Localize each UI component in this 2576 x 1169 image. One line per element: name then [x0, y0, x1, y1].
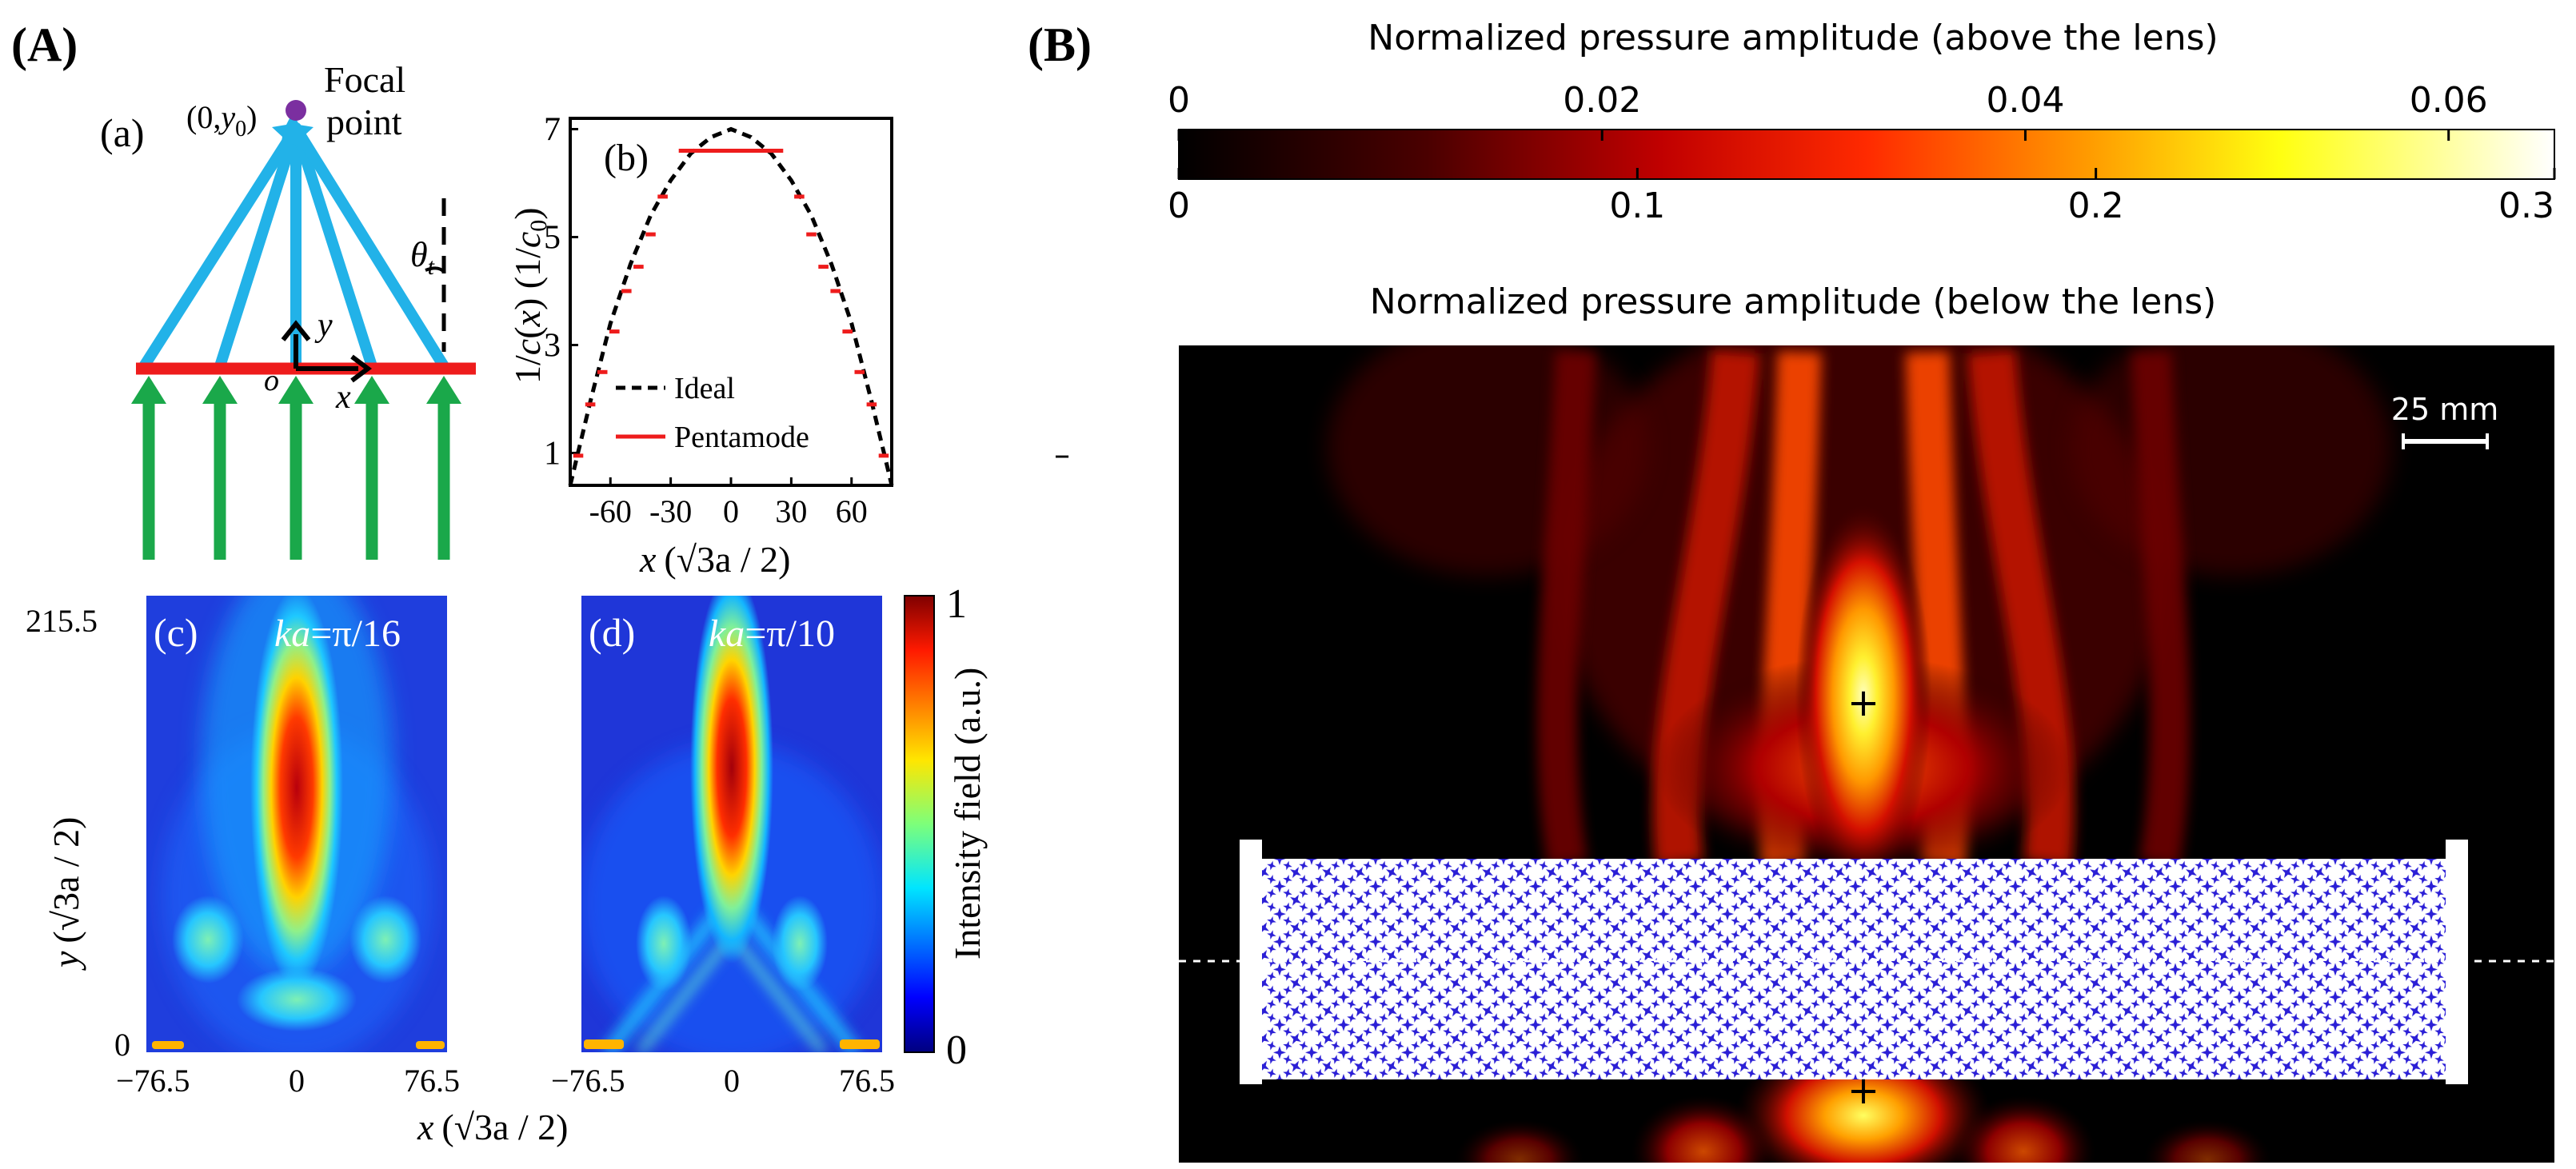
- colorbar-bottom-tick-label: 0: [1168, 186, 1190, 226]
- panel-label-B: (B): [1028, 18, 1092, 71]
- colorbar-tick-1: 1: [946, 581, 967, 627]
- focal-coordinate: (0,y0): [186, 99, 257, 142]
- panel-b-yticks: 1 3 5 7: [544, 112, 578, 473]
- panel-b: (b) 1 3 5 7 -60 -30 0 30 60 1/c(x) (1/c0) x (√3a…: [507, 112, 894, 580]
- panel-c: (c) ka=π/16: [146, 596, 447, 1052]
- theta-arc: [425, 266, 445, 273]
- panel-c-xtick-left: −76.5: [116, 1063, 190, 1099]
- colorbar-bottom-tick-label: 0.2: [2068, 186, 2124, 226]
- panel-cd-ytick-top: 215.5: [26, 603, 98, 639]
- panel-cd-ylabel: y(√3a / 2): [46, 816, 86, 971]
- panel-b-xticks: -60 -30 0 30 60: [589, 477, 868, 529]
- incident-arrowhead-icon: [131, 376, 166, 404]
- panel-c-label: (c): [154, 610, 198, 655]
- incident-arrowhead-icon: [202, 376, 238, 404]
- panel-d-focal-spot: [690, 596, 773, 964]
- panel-b-ytick-label: 1: [544, 436, 561, 473]
- colorbar-top-tick-label: 0.06: [2410, 80, 2488, 121]
- incident-arrows: [131, 376, 461, 560]
- panel-b-xtick-label: -30: [649, 493, 692, 529]
- panel-label-A: (A): [11, 18, 78, 71]
- schematic-label: (a): [100, 110, 145, 155]
- panel-b-xlabel: x (√3a / 2): [639, 539, 791, 580]
- pentamode-lens: [1262, 859, 2446, 1079]
- scale-bar-label: 25 mm: [2391, 392, 2498, 427]
- panel-d-xtick-right: 76.5: [839, 1063, 895, 1099]
- panel-b-xtick-label: 30: [775, 493, 807, 529]
- focus-marker-above: +: [1847, 680, 1879, 725]
- panel-d: (d) ka=π/10: [581, 596, 882, 1052]
- schematic-a: (a) (0,y0) Focal point y x o θt: [100, 59, 476, 560]
- pressure-colorbar: [1178, 129, 2555, 180]
- panel-d-label: (d): [589, 610, 635, 655]
- panel-c-focal-spot: [250, 596, 343, 987]
- panel-b-ytick-label: 7: [544, 112, 561, 149]
- panel-b-xtick-label: 0: [723, 493, 739, 529]
- incident-arrowhead-icon: [354, 376, 389, 404]
- focus-star-icon: [272, 112, 314, 151]
- theta-label: θt: [410, 235, 435, 280]
- panel-b-xtick-label: -60: [589, 493, 632, 529]
- intensity-colorbar: [904, 595, 935, 1053]
- focus-marker-below: +: [1847, 1068, 1879, 1113]
- axis-x-arrowhead-icon: [350, 354, 372, 383]
- colorbar-bottom-ticks: 0 0.1 0.2 0.3: [1168, 168, 2556, 226]
- focal-spot-above: [1795, 504, 1931, 888]
- panel-c-side-lobe-right: [349, 896, 421, 983]
- focal-text-1: Focal: [324, 59, 405, 100]
- colorbar-top-tick-label: 0: [1168, 80, 1190, 121]
- legend-pentamode-label: Pentamode: [674, 421, 809, 454]
- panel-c-xtick-mid: 0: [289, 1063, 305, 1099]
- panel-b-ytick-label: 5: [544, 220, 561, 257]
- incident-arrowhead-icon: [278, 376, 314, 404]
- legend-ideal-label: Ideal: [674, 372, 735, 405]
- incident-arrowhead-icon: [426, 376, 461, 404]
- panel-d-xtick-left: −76.5: [551, 1063, 625, 1099]
- panel-c-title: ka=π/16: [274, 612, 401, 655]
- panel-b-frame: [569, 117, 893, 487]
- panel-cd-xlabel: x (√3a / 2): [417, 1107, 569, 1147]
- colorbar-bottom-tick-label: 0.3: [2498, 186, 2554, 226]
- panel-c-xtick-right: 76.5: [404, 1063, 460, 1099]
- panel-d-xtick-mid: 0: [724, 1063, 740, 1099]
- stray-dash: –: [1054, 437, 1070, 473]
- panel-B: Normalized pressure amplitude (above the…: [1168, 18, 2556, 1163]
- panel-d-title: ka=π/10: [709, 612, 835, 655]
- panel-b-label: (b): [604, 137, 649, 179]
- origin-label: o: [264, 364, 279, 397]
- sound-rays: [138, 122, 449, 372]
- sound-ray: [290, 122, 377, 372]
- panel-b-xtick-label: 60: [836, 493, 868, 529]
- title-below-lens: Normalized pressure amplitude (below the…: [1370, 281, 2217, 322]
- sound-ray: [138, 122, 302, 372]
- sound-ray: [290, 122, 449, 372]
- colorbar-bottom-tick-label: 0.1: [1609, 186, 1665, 226]
- sound-ray: [214, 122, 302, 372]
- colorbar-top-tick-label: 0.04: [1986, 80, 2064, 121]
- title-above-lens: Normalized pressure amplitude (above the…: [1368, 18, 2218, 58]
- colorbar-tick-0: 0: [946, 1027, 967, 1073]
- panel-b-ylabel: 1/c(x) (1/c0): [507, 207, 552, 384]
- panel-b-ytick-label: 3: [544, 328, 561, 365]
- axis-y-arrowhead-icon: [281, 320, 311, 341]
- series-ideal-line: [568, 126, 894, 486]
- axis-x-label: x: [335, 379, 351, 416]
- panel-b-plot-area: [568, 126, 894, 486]
- focal-point-marker: [286, 100, 306, 121]
- colorbar-top-tick-label: 0.02: [1563, 80, 1641, 121]
- panel-c-side-lobe-left: [172, 896, 244, 983]
- axis-y-label: y: [314, 307, 333, 344]
- colorbar-top-ticks: 0 0.02 0.04 0.06: [1168, 80, 2488, 141]
- panel-cd-ytick-bottom: 0: [114, 1027, 130, 1063]
- focal-text-2: point: [326, 102, 402, 142]
- colorbar-label: Intensity field (a.u.): [947, 668, 988, 960]
